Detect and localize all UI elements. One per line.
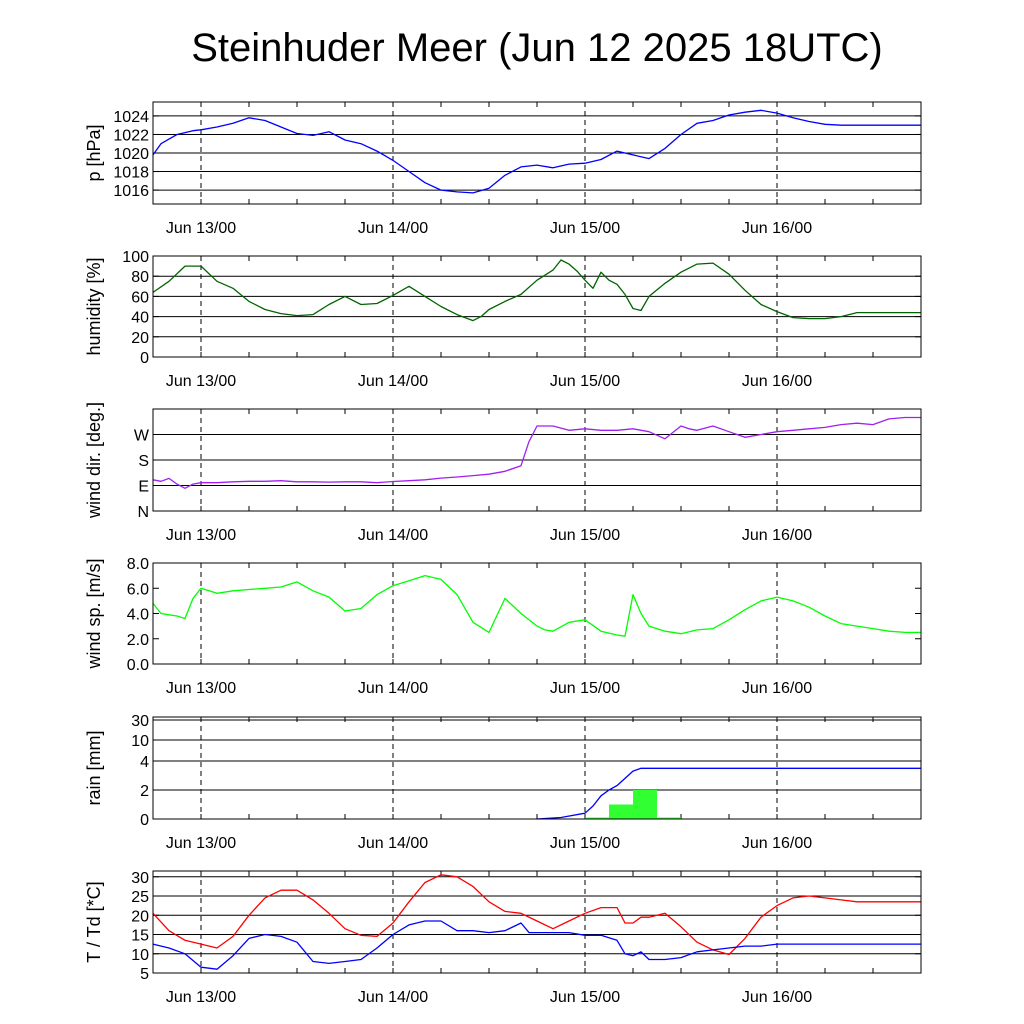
y-tick-label: 6.0	[127, 581, 149, 598]
panel-5: 0 2 4 10 30 Jun 13/00 Jun 14/00 Jun 15/00 Jun 16…	[84, 713, 922, 852]
x-tick-label: Jun 15/00	[550, 527, 620, 544]
y-tick-label: 1018	[113, 165, 149, 182]
y-tick-label: W	[134, 428, 150, 445]
y-tick-label: 1022	[113, 127, 149, 144]
y-tick-label: 30	[131, 713, 149, 730]
x-tick-label: Jun 16/00	[742, 527, 812, 544]
x-tick-label: Jun 13/00	[166, 680, 236, 697]
panel-4: 0.0 2.0 4.0 6.0 8.0 Jun 13/00 Jun 14/00 Jun 15/…	[84, 556, 922, 697]
x-tick-label: Jun 13/00	[166, 989, 236, 1006]
x-tick-label: Jun 13/00	[166, 220, 236, 237]
plot-frame	[152, 716, 922, 820]
x-tick-label: Jun 15/00	[550, 373, 620, 390]
series-line-1	[152, 574, 921, 637]
rain-bar	[609, 804, 633, 819]
y-tick-label: 0	[140, 812, 149, 829]
x-tick-label: Jun 13/00	[166, 373, 236, 390]
y-tick-label: 100	[122, 249, 149, 266]
y-tick-label: 4	[140, 754, 149, 771]
y-axis-label: rain [mm]	[84, 730, 104, 805]
y-tick-label: 10	[131, 947, 149, 964]
x-tick-label: Jun 15/00	[550, 835, 620, 852]
x-tick-label: Jun 15/00	[550, 680, 620, 697]
y-tick-label: 5	[140, 966, 149, 983]
panel-2: 0 20 40 60 80 100 Jun 13/00 Jun 14/00 Jun 15/00 J…	[84, 249, 922, 390]
y-tick-label: 20	[131, 330, 149, 347]
x-tick-label: Jun 13/00	[166, 835, 236, 852]
y-tick-label: 1016	[113, 183, 149, 200]
y-tick-label: 1024	[113, 109, 149, 126]
x-tick-label: Jun 14/00	[358, 680, 428, 697]
y-tick-label: 4.0	[127, 607, 149, 624]
plot-frame	[152, 255, 922, 358]
rain-bar	[633, 790, 657, 819]
rain-bar	[585, 817, 609, 819]
y-tick-label: 2.0	[127, 632, 149, 649]
x-tick-label: Jun 16/00	[742, 835, 812, 852]
y-tick-label: 0.0	[127, 657, 149, 674]
series-line-1	[536, 767, 921, 820]
x-tick-label: Jun 14/00	[358, 527, 428, 544]
y-tick-label: 60	[131, 289, 149, 306]
plot-frame	[152, 408, 922, 512]
x-tick-label: Jun 15/00	[550, 989, 620, 1006]
series-line-1	[152, 109, 921, 194]
y-axis-label: wind dir. [deg.]	[84, 402, 104, 519]
rain-bar	[657, 817, 681, 819]
series-line-1	[152, 259, 921, 322]
x-tick-label: Jun 14/00	[358, 220, 428, 237]
series-line-1	[152, 874, 921, 956]
y-tick-label: 15	[131, 928, 149, 945]
panel-6: 5 10 15 20 25 30 Jun 13/00 Jun 14/00 Jun 15/00 Ju…	[84, 870, 922, 1006]
y-tick-label: 30	[131, 870, 149, 887]
y-tick-label: 20	[131, 908, 149, 925]
plot-frame	[152, 870, 922, 974]
y-tick-label: E	[138, 479, 149, 496]
x-tick-label: Jun 16/00	[742, 989, 812, 1006]
y-axis-label: humidity [%]	[84, 257, 104, 355]
y-tick-label: 1020	[113, 146, 149, 163]
x-tick-label: Jun 16/00	[742, 220, 812, 237]
y-tick-label: 8.0	[127, 556, 149, 573]
y-tick-label: 25	[131, 889, 149, 906]
x-tick-label: Jun 14/00	[358, 989, 428, 1006]
y-axis-label: p [hPa]	[84, 124, 104, 181]
y-axis-label: T / Td [*C]	[84, 881, 104, 962]
x-tick-label: Jun 13/00	[166, 527, 236, 544]
y-axis-label: wind sp. [m/s]	[84, 558, 104, 669]
series-line-1	[152, 416, 921, 489]
y-tick-label: S	[138, 453, 149, 470]
y-tick-label: 40	[131, 310, 149, 327]
series-line-2	[152, 920, 921, 970]
y-tick-label: 2	[140, 783, 149, 800]
plot-frame	[152, 562, 922, 665]
x-tick-label: Jun 14/00	[358, 835, 428, 852]
y-tick-label: N	[137, 504, 149, 521]
plot-frame	[152, 101, 922, 205]
y-tick-label: 10	[131, 733, 149, 750]
chart-title: Steinhuder Meer (Jun 12 2025 18UTC)	[191, 26, 883, 70]
y-tick-label: 80	[131, 269, 149, 286]
x-tick-label: Jun 14/00	[358, 373, 428, 390]
y-tick-label: 0	[140, 350, 149, 367]
x-tick-label: Jun 16/00	[742, 680, 812, 697]
x-tick-label: Jun 16/00	[742, 373, 812, 390]
x-tick-label: Jun 15/00	[550, 220, 620, 237]
